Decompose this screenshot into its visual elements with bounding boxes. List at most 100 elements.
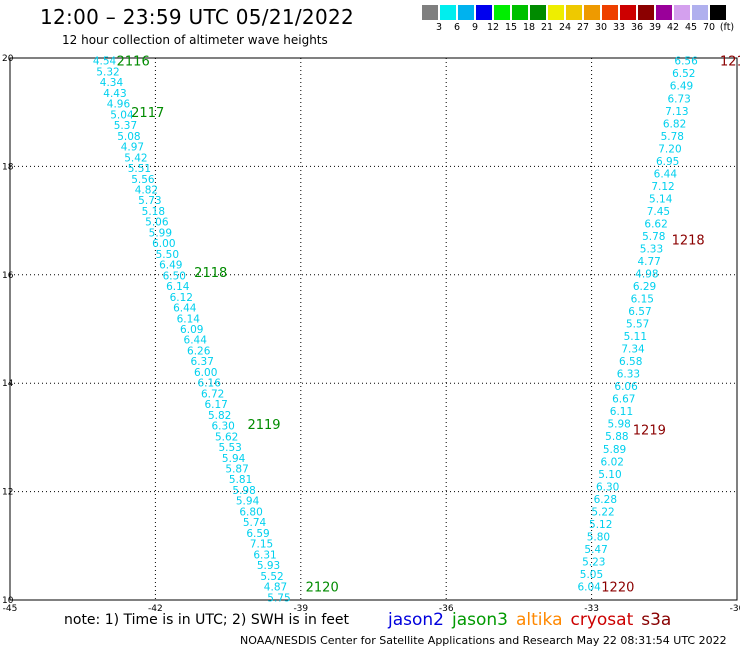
scale-swatch	[422, 5, 438, 20]
wave-height-point: 6.15	[631, 294, 654, 306]
y-tick-label: 10	[2, 596, 14, 606]
wave-height-point: 6.72	[201, 388, 224, 400]
scale-label: 36	[630, 22, 644, 33]
scale-swatch	[692, 5, 708, 20]
y-tick-label: 20	[2, 54, 14, 64]
wave-height-point: 5.42	[124, 152, 147, 164]
scale-label: 42	[666, 22, 680, 33]
wave-height-point: 6.82	[663, 118, 686, 130]
scale-swatch	[602, 5, 618, 20]
wave-height-point: 5.18	[142, 206, 165, 218]
wave-height-point: 6.57	[628, 306, 651, 318]
wave-height-point: 5.87	[225, 464, 248, 476]
satellite-jason3: jason3	[452, 610, 508, 630]
wave-height-point: 4.82	[135, 184, 158, 196]
pass-label: 2117	[131, 106, 164, 121]
scale-swatch	[458, 5, 474, 20]
wave-height-point: 5.89	[603, 444, 626, 456]
wave-height-point: 5.32	[96, 66, 119, 78]
wave-height-point: 6.49	[159, 260, 182, 272]
pass-label: 2118	[194, 266, 227, 281]
wave-height-point: 6.44	[654, 168, 678, 180]
wave-height-point: 5.98	[607, 419, 630, 431]
wave-height-point: 5.73	[138, 195, 161, 207]
wave-height-point: 6.67	[612, 394, 635, 406]
wave-height-point: 5.33	[640, 243, 663, 255]
axis-ticks: -45 -42 -39 -36 -33 -30 10 12 14 16 18 20	[2, 54, 740, 614]
scale-label: 6	[453, 22, 461, 33]
wave-height-point: 6.11	[610, 406, 633, 418]
wave-height-point: 6.00	[152, 238, 175, 250]
scale-swatch	[674, 5, 690, 20]
wave-height-point: 5.75	[267, 592, 290, 604]
wave-height-point: 5.37	[114, 120, 137, 132]
wave-height-point: 5.12	[589, 519, 612, 531]
scale-label: 30	[594, 22, 608, 33]
scale-label: 3	[435, 22, 443, 33]
wave-height-point: 5.22	[591, 506, 614, 518]
scale-label: 12	[486, 22, 500, 33]
scale-label: 70	[702, 22, 716, 33]
satellite-legend: jason2 jason3 altika cryosat s3a	[388, 610, 679, 630]
x-tick-label: -33	[584, 604, 599, 614]
wave-height-point: 5.11	[624, 331, 647, 343]
wave-height-point: 6.30	[211, 421, 234, 433]
scale-swatch	[530, 5, 546, 20]
satellite-s3a: s3a	[641, 610, 672, 630]
wave-height-point: 6.16	[198, 378, 222, 390]
wave-height-point: 7.34	[621, 344, 645, 356]
wave-height-point: 5.78	[642, 231, 665, 243]
wave-height-point: 6.30	[596, 481, 619, 493]
y-tick-label: 12	[2, 488, 13, 498]
wave-height-point: 6.50	[163, 270, 186, 282]
wave-height-point: 5.81	[229, 474, 252, 486]
y-tick-label: 18	[2, 162, 14, 172]
wave-height-point: 5.74	[243, 517, 267, 529]
pass-label: 2119	[247, 418, 280, 433]
scale-swatch	[440, 5, 456, 20]
wave-height-point: 6.59	[246, 528, 269, 540]
pass-label: 1219	[633, 423, 666, 438]
pass-label: 1217	[720, 55, 740, 70]
wave-height-point: 6.04	[577, 581, 601, 593]
wave-height-point: 5.52	[260, 571, 283, 583]
wave-height-point: 6.33	[617, 369, 640, 381]
wave-height-point: 5.08	[117, 131, 140, 143]
scale-label: 9	[471, 22, 479, 33]
scale-label: 15	[504, 22, 518, 33]
wave-height-point: 6.62	[644, 218, 667, 230]
wave-height-point: 4.97	[121, 142, 144, 154]
scale-swatch	[548, 5, 564, 20]
wave-height-point: 7.20	[658, 143, 681, 155]
scale-swatch	[584, 5, 600, 20]
wave-height-point: 6.29	[633, 281, 656, 293]
x-tick-label: -42	[148, 604, 163, 614]
wave-height-point: 7.13	[665, 106, 688, 118]
wave-height-point: 6.26	[187, 345, 211, 357]
wave-height-point: 6.31	[253, 549, 276, 561]
wave-height-point: 6.52	[672, 68, 695, 80]
wave-height-point: 5.06	[145, 217, 169, 229]
y-tick-label: 16	[2, 271, 14, 281]
wave-height-point: 7.45	[647, 206, 670, 218]
wave-height-point: 5.88	[605, 431, 628, 443]
wave-height-point: 6.80	[239, 506, 262, 518]
wave-height-point: 5.53	[218, 442, 241, 454]
pass-label: 2116	[117, 55, 150, 70]
wave-height-point: 7.12	[651, 181, 674, 193]
wave-height-point: 5.14	[649, 193, 673, 205]
wave-height-point: 5.94	[222, 453, 246, 465]
wave-height-point: 4.98	[635, 269, 658, 281]
wave-height-point: 5.94	[236, 496, 260, 508]
scale-label: 33	[612, 22, 626, 33]
wave-height-point: 4.34	[100, 77, 124, 89]
scale-swatch	[710, 5, 726, 20]
wave-height-point: 5.82	[208, 410, 231, 422]
credit-line: NOAA/NESDIS Center for Satellite Applica…	[240, 634, 727, 647]
scale-swatch	[638, 5, 654, 20]
chart-subtitle: 12 hour collection of altimeter wave hei…	[62, 33, 328, 47]
x-tick-label: -45	[3, 604, 18, 614]
wave-height-values: 4.545.324.344.434.965.045.375.084.975.42…	[93, 56, 698, 605]
wave-height-point: 6.12	[170, 292, 193, 304]
